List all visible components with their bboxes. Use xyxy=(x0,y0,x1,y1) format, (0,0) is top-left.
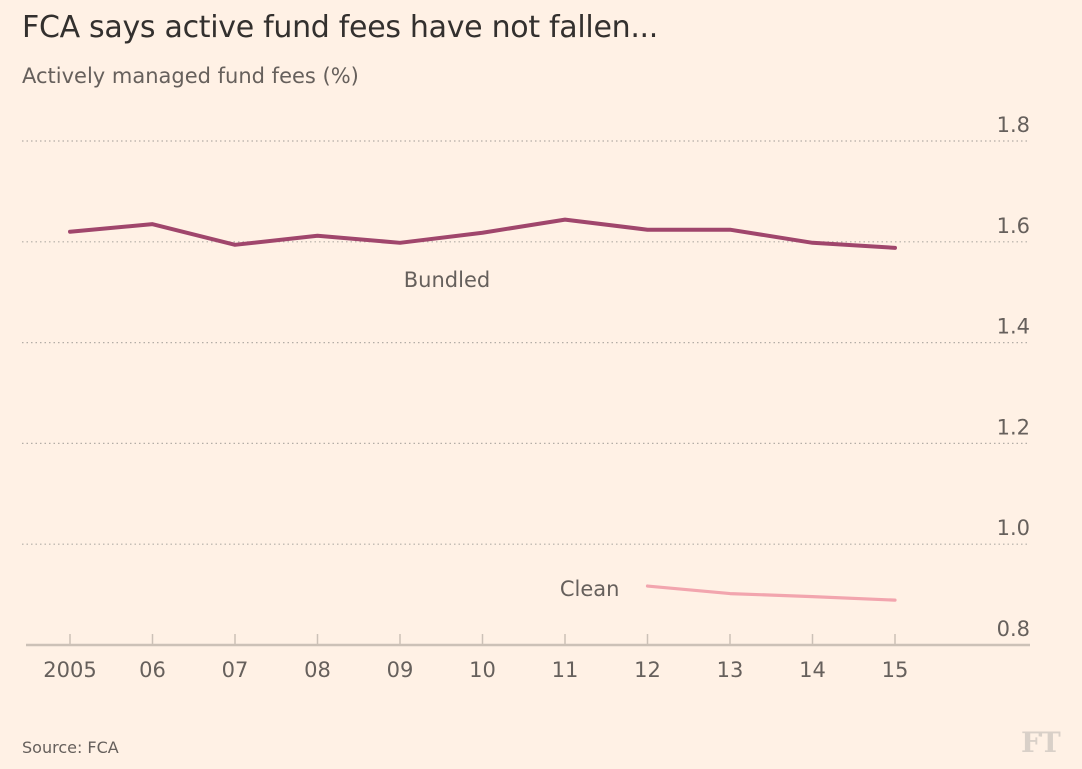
x-tick-label: 2005 xyxy=(43,658,96,682)
x-tick-label: 09 xyxy=(387,658,414,682)
series-labels: Bundled Clean xyxy=(404,268,620,601)
x-tick-label: 06 xyxy=(139,658,166,682)
y-tick-label: 1.6 xyxy=(997,214,1030,238)
x-tick-label: 13 xyxy=(717,658,744,682)
y-tick-label: 1.0 xyxy=(997,516,1030,540)
series-label-clean: Clean xyxy=(560,577,620,601)
x-tick-label: 12 xyxy=(634,658,661,682)
x-axis: 2005 06 07 08 09 10 11 12 13 14 15 xyxy=(26,634,1030,682)
series-line-clean xyxy=(645,584,897,602)
series-label-bundled: Bundled xyxy=(404,268,490,292)
chart-title: FCA says active fund fees have not falle… xyxy=(22,10,659,45)
gridlines xyxy=(22,140,1030,545)
x-tick-label: 07 xyxy=(222,658,249,682)
series-line-bundled xyxy=(68,217,897,250)
y-tick-label: 1.8 xyxy=(997,113,1030,137)
y-tick-label: 1.2 xyxy=(997,415,1030,439)
source-note: Source: FCA xyxy=(22,738,119,757)
y-tick-label: 0.8 xyxy=(997,617,1030,641)
x-tick-label: 10 xyxy=(469,658,496,682)
ft-logo: FT xyxy=(1021,726,1061,759)
x-tick-label: 08 xyxy=(304,658,331,682)
y-tick-label: 1.4 xyxy=(997,315,1030,339)
x-tick-label: 14 xyxy=(799,658,826,682)
chart-subtitle: Actively managed fund fees (%) xyxy=(22,64,359,88)
y-axis-ticks: 0.8 1.0 1.2 1.4 1.6 1.8 xyxy=(997,113,1030,641)
x-tick-label: 15 xyxy=(882,658,909,682)
x-tick-label: 11 xyxy=(552,658,579,682)
series-lines xyxy=(68,217,897,602)
